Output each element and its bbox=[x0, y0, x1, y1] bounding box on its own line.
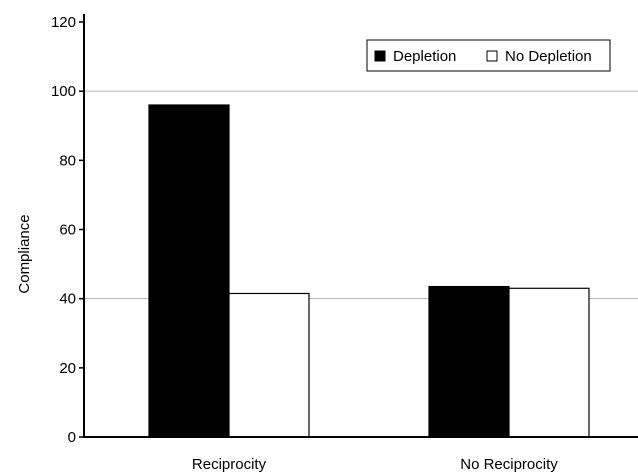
y-tick-label: 20 bbox=[59, 360, 76, 377]
bar-no-depletion-no-reciprocity bbox=[508, 287, 590, 438]
x-ticks: Reciprocity No Reciprocity bbox=[192, 456, 558, 473]
legend-swatch-no-depletion bbox=[486, 50, 498, 62]
legend: Depletion No Depletion bbox=[366, 39, 611, 72]
axes bbox=[83, 14, 638, 438]
bar-depletion-no-reciprocity bbox=[428, 285, 510, 438]
x-tick-label: Reciprocity bbox=[192, 456, 267, 473]
legend-label-depletion: Depletion bbox=[393, 48, 456, 65]
y-tick-label: 0 bbox=[68, 429, 76, 446]
bar-no-depletion-reciprocity bbox=[228, 292, 310, 438]
x-tick-label: No Reciprocity bbox=[460, 456, 558, 473]
bar-depletion-reciprocity bbox=[148, 104, 230, 438]
legend-label-no-depletion: No Depletion bbox=[505, 48, 592, 65]
y-tick-label: 80 bbox=[59, 152, 76, 169]
y-ticks: 0 20 40 60 80 100 120 bbox=[51, 14, 84, 446]
y-tick-label: 60 bbox=[59, 222, 76, 239]
legend-swatch-depletion bbox=[374, 50, 386, 62]
y-axis-title: Compliance bbox=[16, 214, 33, 293]
bars bbox=[148, 104, 590, 438]
y-tick-label: 40 bbox=[59, 291, 76, 308]
y-tick-label: 120 bbox=[51, 14, 76, 31]
y-tick-label: 100 bbox=[51, 83, 76, 100]
